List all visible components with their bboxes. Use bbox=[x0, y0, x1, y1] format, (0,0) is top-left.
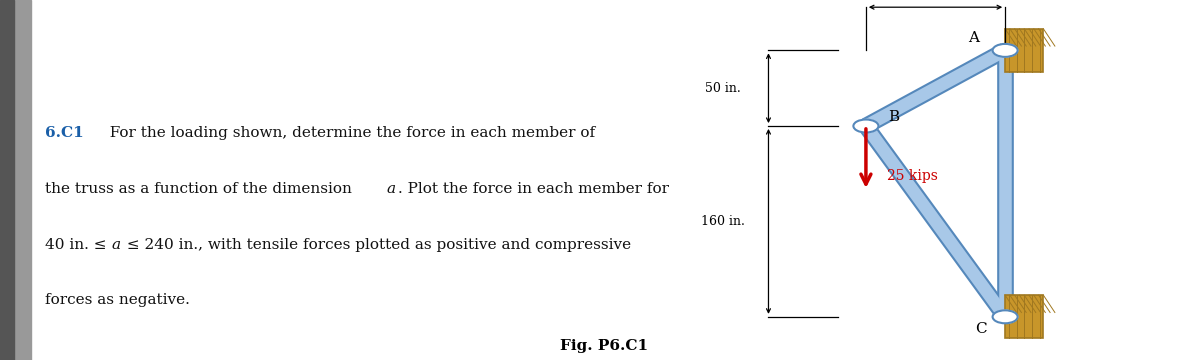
Circle shape bbox=[992, 44, 1018, 57]
Text: . Plot the force in each member for: . Plot the force in each member for bbox=[397, 182, 668, 196]
Circle shape bbox=[853, 120, 878, 132]
Text: a: a bbox=[386, 182, 396, 196]
Text: 160 in.: 160 in. bbox=[701, 215, 745, 228]
Bar bbox=[1006, 295, 1044, 338]
Text: 6.C1: 6.C1 bbox=[46, 126, 84, 140]
Text: A: A bbox=[968, 31, 979, 45]
Text: B: B bbox=[888, 110, 899, 124]
Text: For the loading shown, determine the force in each member of: For the loading shown, determine the for… bbox=[101, 126, 595, 140]
Bar bbox=[0, 0, 31, 360]
Circle shape bbox=[992, 310, 1018, 323]
Text: 50 in.: 50 in. bbox=[706, 82, 742, 95]
Text: 40 in. ≤: 40 in. ≤ bbox=[46, 238, 112, 252]
Text: a: a bbox=[112, 238, 121, 252]
Text: C: C bbox=[974, 323, 986, 336]
Bar bbox=[1006, 29, 1044, 72]
Bar bbox=[0, 0, 14, 360]
Text: 25 kips: 25 kips bbox=[887, 170, 937, 183]
Text: ≤ 240 in., with tensile forces plotted as positive and compressive: ≤ 240 in., with tensile forces plotted a… bbox=[122, 238, 631, 252]
Text: Fig. P6.C1: Fig. P6.C1 bbox=[559, 339, 648, 353]
Text: forces as negative.: forces as negative. bbox=[46, 293, 190, 307]
Text: the truss as a function of the dimension: the truss as a function of the dimension bbox=[46, 182, 356, 196]
